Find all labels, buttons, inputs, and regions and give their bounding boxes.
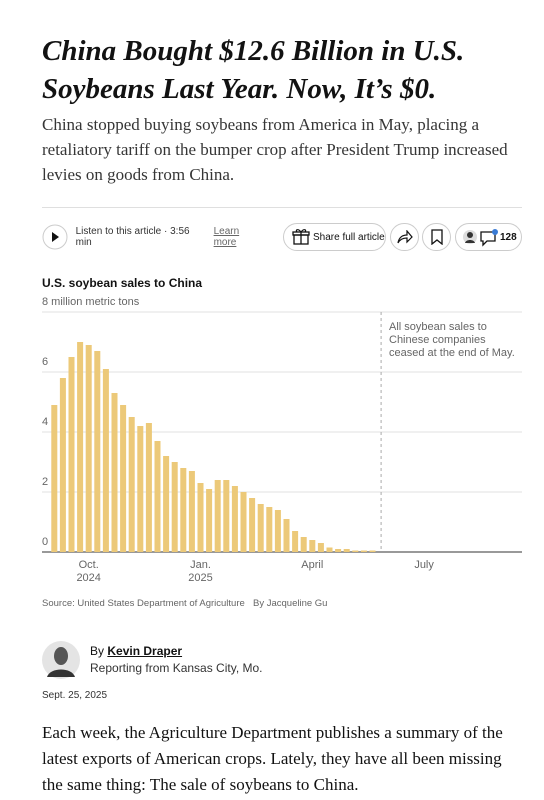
bar <box>68 357 75 552</box>
learn-more[interactable]: Learn more <box>213 226 240 248</box>
bar <box>94 351 101 552</box>
author-photo <box>42 641 80 679</box>
bar <box>145 423 152 552</box>
bar <box>360 550 367 552</box>
bar <box>257 504 264 552</box>
x-tick-label: April <box>301 559 324 571</box>
listen-label: Listen to this article · 3:56 min <box>75 226 190 248</box>
play-button[interactable] <box>42 224 68 250</box>
bar <box>283 519 290 552</box>
chart-title: U.S. soybean sales to China <box>42 276 202 290</box>
audio-player: Listen to this article · 3:56 min Learn … <box>42 223 264 251</box>
bar <box>292 531 299 552</box>
annotation: All soybean sales to Chinese companies c… <box>389 321 515 359</box>
bar <box>171 462 178 552</box>
bar <box>163 456 170 552</box>
byline-prefix: By <box>90 644 105 658</box>
y-tick-label: 8 million metric tons <box>42 296 140 308</box>
comments-icon <box>463 229 498 247</box>
bookmark-icon <box>430 229 443 245</box>
credit: By Jacqueline Gu <box>253 598 328 609</box>
forward-button[interactable] <box>390 223 419 251</box>
bar <box>120 405 127 552</box>
bar <box>300 537 307 552</box>
bar <box>111 393 118 552</box>
bar <box>77 342 84 552</box>
bar <box>197 483 204 552</box>
bar <box>326 547 333 552</box>
bar <box>309 540 316 552</box>
x-tick-label: Oct. 2024 <box>76 559 101 584</box>
bar <box>85 345 92 552</box>
body-paragraph: Each week, the Agriculture Department pu… <box>42 723 503 794</box>
bar <box>317 543 324 552</box>
bookmark-button[interactable] <box>422 223 451 251</box>
bar <box>214 480 221 552</box>
bar <box>343 549 350 552</box>
y-tick-label: 6 <box>42 356 48 368</box>
author[interactable]: Kevin Draper <box>107 644 183 658</box>
source: Source: United States Department of Agri… <box>42 598 245 609</box>
bar <box>188 471 195 552</box>
bar <box>128 417 135 552</box>
y-tick-label: 4 <box>42 416 48 428</box>
x-tick-label: Jan. 2025 <box>188 559 213 584</box>
date: Sept. 25, 2025 <box>42 690 108 701</box>
bar <box>274 510 281 552</box>
bar <box>102 369 109 552</box>
byline: By Kevin Draper <box>90 644 182 658</box>
bar <box>266 507 273 552</box>
share-button[interactable]: Share full article <box>283 223 386 251</box>
bar <box>240 492 247 552</box>
forward-icon <box>396 230 413 244</box>
bar <box>154 441 161 552</box>
location: Reporting from Kansas City, Mo. <box>90 661 263 675</box>
chart-svg: U.S. soybean sales to China 0 2 4 6 8 millio… <box>42 276 522 553</box>
comment-count: 128 <box>500 231 517 243</box>
bar <box>231 486 238 552</box>
bar <box>369 550 376 552</box>
bar <box>59 378 66 552</box>
bar <box>223 480 230 552</box>
bar <box>51 405 58 552</box>
x-tick-label: July <box>414 559 434 571</box>
bar <box>180 468 187 552</box>
bar <box>137 426 144 552</box>
bar <box>249 498 256 552</box>
bar <box>335 549 342 552</box>
bar <box>206 489 213 552</box>
y-tick-label: 0 <box>42 536 48 548</box>
headline: China Bought $12.6 Billion in U.S. Soybe… <box>42 35 465 105</box>
y-tick-label: 2 <box>42 476 48 488</box>
share-label: Share full article <box>313 231 385 243</box>
bar <box>352 550 359 552</box>
chart: U.S. soybean sales to China 0 2 4 6 8 millio… <box>0 270 544 615</box>
summary: China stopped buying soybeans from Ameri… <box>42 115 508 184</box>
comments-button[interactable]: 128 <box>455 223 522 251</box>
gift-icon <box>292 229 310 245</box>
separator <box>42 207 522 208</box>
